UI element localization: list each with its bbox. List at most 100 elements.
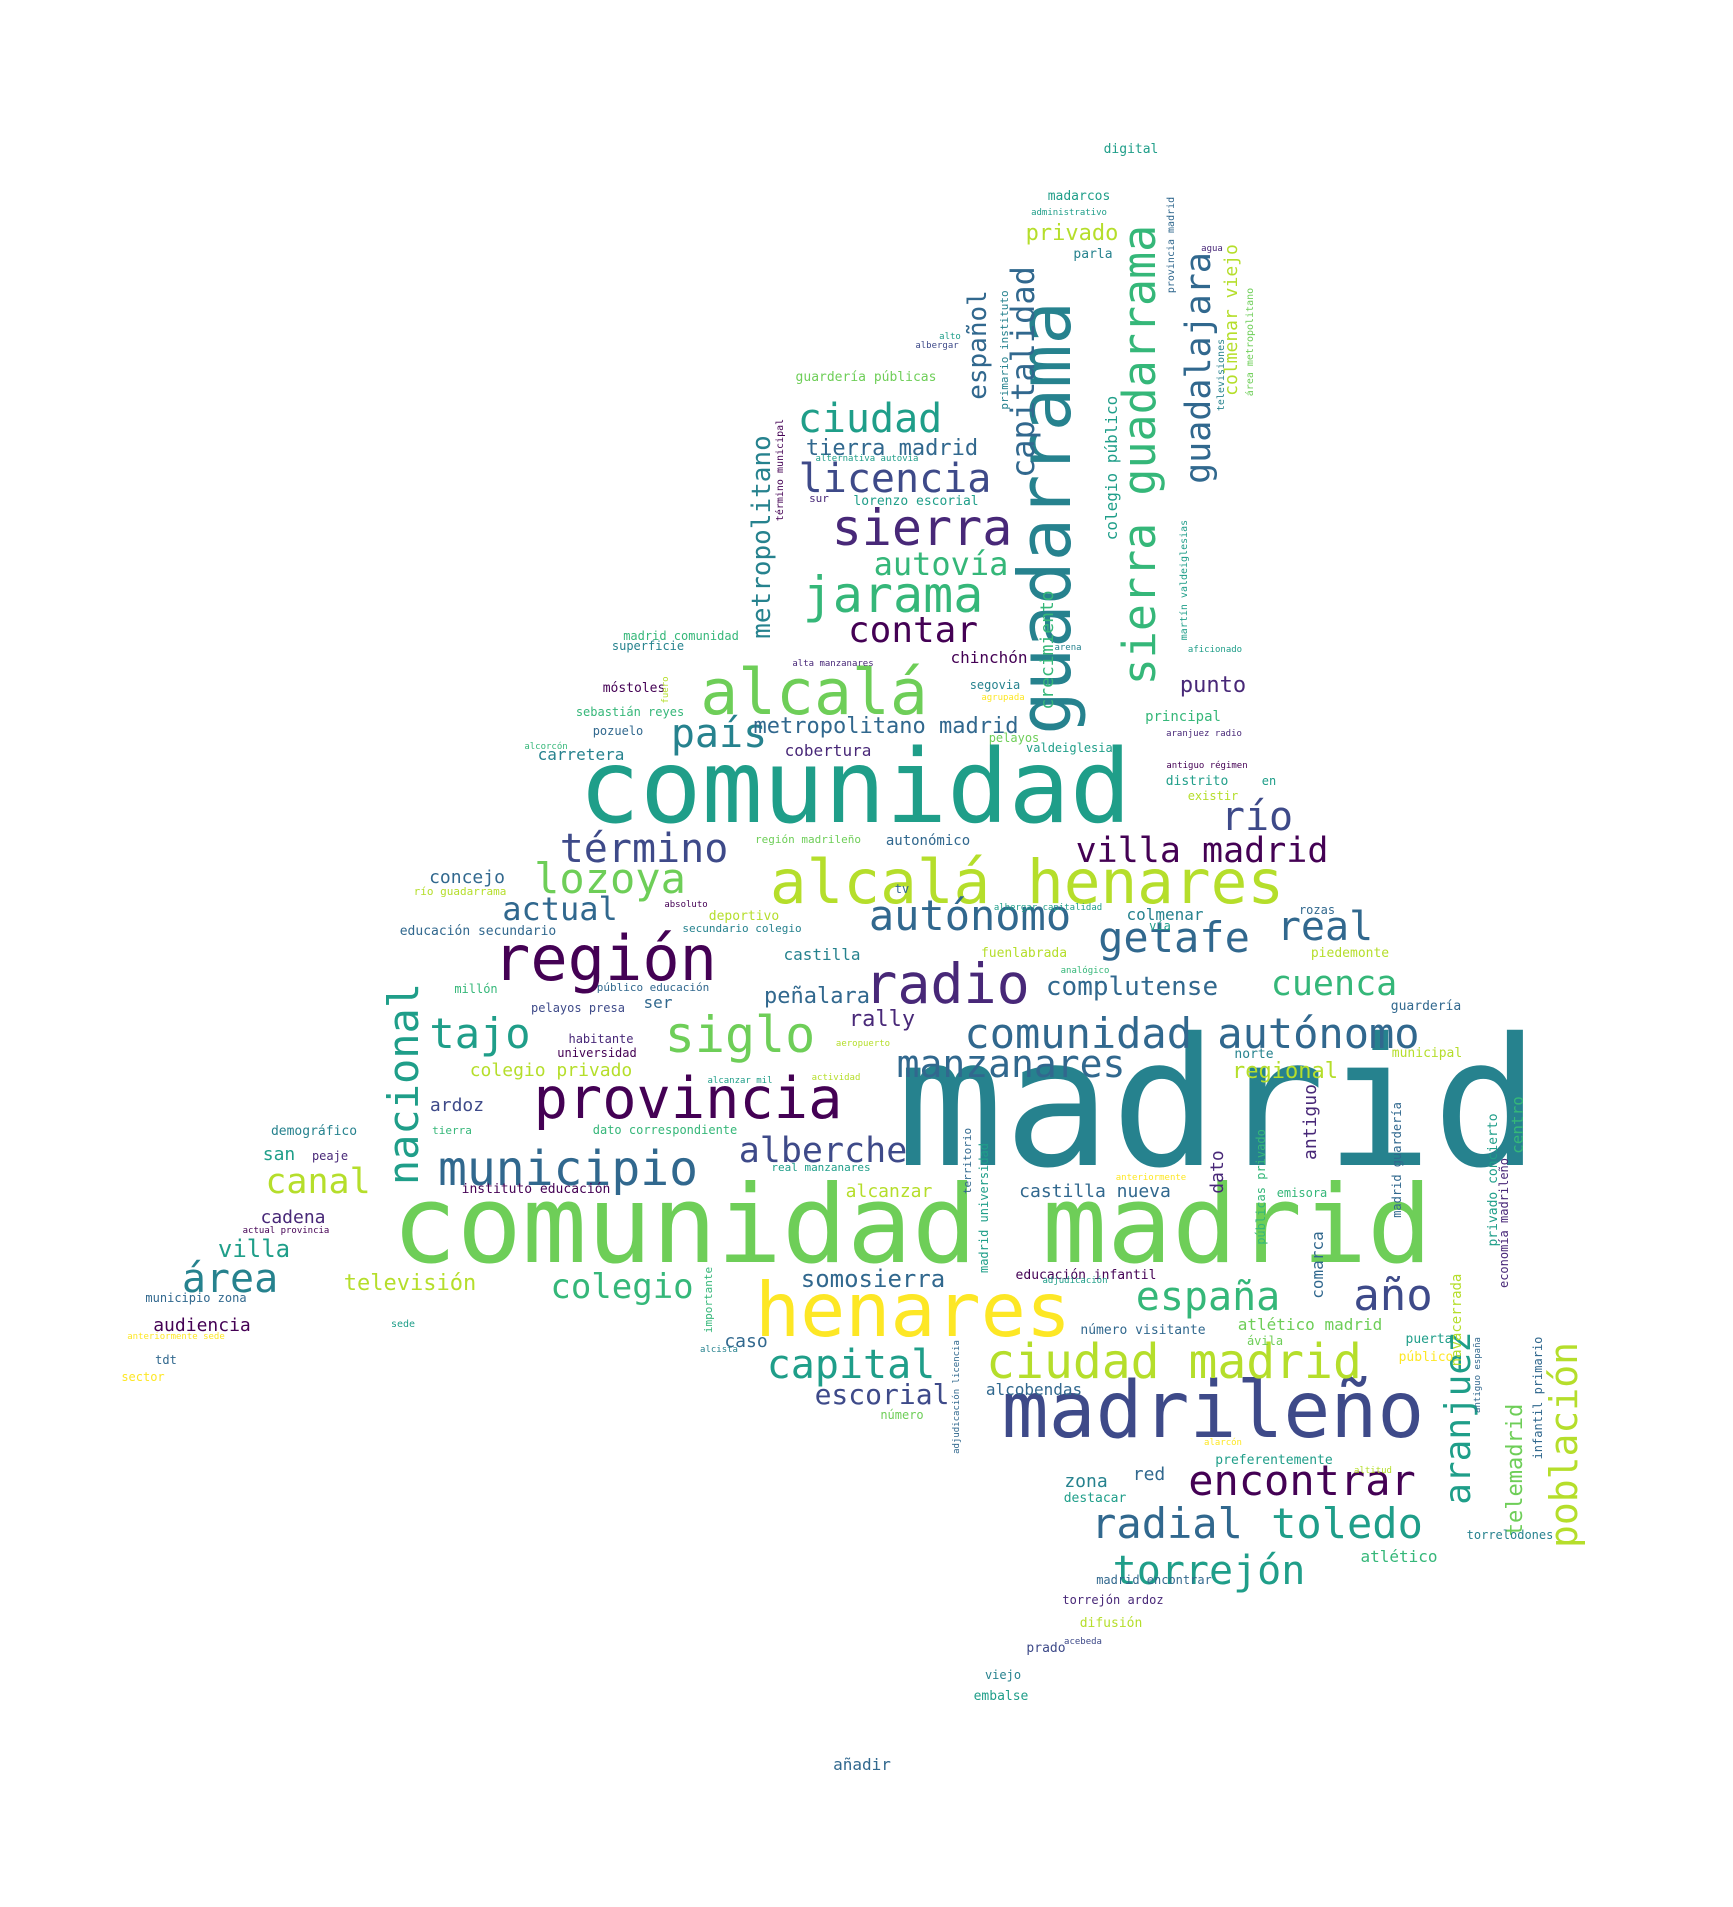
word: adjudicación [1042, 1275, 1107, 1286]
word: año [1353, 1270, 1432, 1321]
word: municipio [438, 1141, 698, 1197]
word: colegio público [1102, 396, 1121, 541]
word: zona [1064, 1471, 1107, 1492]
word: altitud [1354, 1466, 1392, 1476]
word: somosierra [801, 1265, 946, 1293]
word: absoluto [664, 900, 707, 910]
word: acebeda [1064, 1637, 1102, 1647]
word: importante [702, 1267, 715, 1333]
word: alcista [700, 1345, 738, 1355]
word: piedemonte [1311, 946, 1389, 961]
word: audiencia [153, 1315, 251, 1336]
word: contar [848, 610, 978, 651]
word: ser [644, 993, 673, 1012]
word: comarca [1308, 1231, 1327, 1298]
word: real [1277, 904, 1373, 950]
word: punto [1180, 673, 1246, 698]
word: ciudad [798, 396, 943, 442]
word: región madrileño [755, 833, 861, 846]
word: educación secundario [400, 924, 557, 939]
word: área [182, 1256, 278, 1302]
word: rozas [1299, 903, 1335, 917]
word: aeropuerto [836, 1039, 890, 1049]
word: sede [391, 1319, 415, 1330]
word: albergar [915, 341, 959, 351]
word: dato [1207, 1150, 1228, 1193]
word: comunidad autónomo [964, 1009, 1419, 1058]
word: país [671, 711, 767, 757]
word: villa madrid [1076, 831, 1329, 871]
word: castilla nueva [1019, 1181, 1171, 1202]
word: torrelodones [1467, 1528, 1554, 1542]
word: atlético [1360, 1547, 1437, 1566]
word: habitante [568, 1032, 633, 1046]
word: segovia [970, 678, 1021, 692]
word: guardería públicas [796, 370, 937, 385]
word: metropolitano madrid [754, 714, 1019, 739]
word: carretera [538, 745, 625, 764]
word: público educación [597, 981, 710, 994]
word: anteriormente sede [127, 1332, 225, 1342]
word: destacar [1064, 1491, 1127, 1506]
word: embalse [974, 1689, 1029, 1704]
word: españa [1136, 1274, 1281, 1320]
word: real manzanares [771, 1161, 870, 1174]
word: tierra [432, 1124, 472, 1137]
word: antiguo régimen [1166, 760, 1247, 771]
word: economía madrileño [1497, 1158, 1511, 1288]
word: actual [502, 890, 618, 928]
word: martín valdeiglesias [1178, 520, 1190, 640]
word: torrejón ardoz [1062, 1593, 1163, 1607]
word: primario instituto [998, 290, 1011, 409]
word: madrileño [1002, 1366, 1425, 1456]
word: aranjuez [1438, 1331, 1479, 1504]
word: lozoya [534, 854, 686, 903]
word: alternativa autovía [816, 454, 919, 464]
word: actividad [812, 1073, 861, 1083]
word: sebastián reyes [576, 705, 684, 719]
word: torrejón [1113, 1548, 1306, 1594]
word: universidad [557, 1046, 636, 1060]
word: población [1542, 1342, 1586, 1548]
word: peñalara [764, 984, 870, 1009]
word: atlético madrid [1238, 1315, 1383, 1334]
word: existir [1188, 789, 1239, 803]
word: comunidad [579, 728, 1132, 847]
word: tierra madrid [806, 436, 978, 461]
word: colmenar [1126, 905, 1203, 924]
word: digital [1104, 142, 1159, 157]
word: área metropolitano [1244, 288, 1256, 396]
word: sector [121, 1370, 164, 1384]
word: español [963, 290, 993, 400]
word: antiguo [1300, 1084, 1321, 1160]
word: alcanzar [846, 1181, 933, 1202]
word: concejo [429, 867, 505, 888]
word: fuero [661, 676, 671, 703]
word: en [1262, 774, 1276, 788]
word: valdeiglesias [1026, 741, 1120, 755]
word: aranjuez radio [1166, 729, 1242, 739]
word: ciudad madrid [986, 1334, 1362, 1390]
word: territorio [961, 1128, 974, 1194]
word: televisión [344, 1271, 476, 1296]
word: madrid universidad [977, 1143, 991, 1273]
word: deportivo [709, 909, 779, 924]
word: emisora [1277, 1186, 1328, 1200]
word: sierra [832, 499, 1013, 557]
word: colmenar viejo [1221, 244, 1242, 396]
word: arena [1054, 643, 1081, 653]
word: madrid encontrar [1096, 1573, 1212, 1587]
word: pelayos presa [531, 1001, 625, 1015]
word: centro [1508, 1096, 1527, 1154]
word: norte [1234, 1047, 1273, 1062]
word: metropolitano [747, 435, 777, 639]
word: encontrar [1188, 1456, 1416, 1505]
word: analógico [1061, 965, 1110, 976]
word: fuenlabrada [981, 946, 1067, 961]
word: alberche [739, 1131, 908, 1171]
word: añadir [833, 1755, 891, 1774]
word: adjudicación licencia [951, 1340, 962, 1454]
word: ávila [1247, 1334, 1283, 1348]
word: caso [724, 1331, 767, 1352]
word: televisiones [1216, 339, 1227, 411]
